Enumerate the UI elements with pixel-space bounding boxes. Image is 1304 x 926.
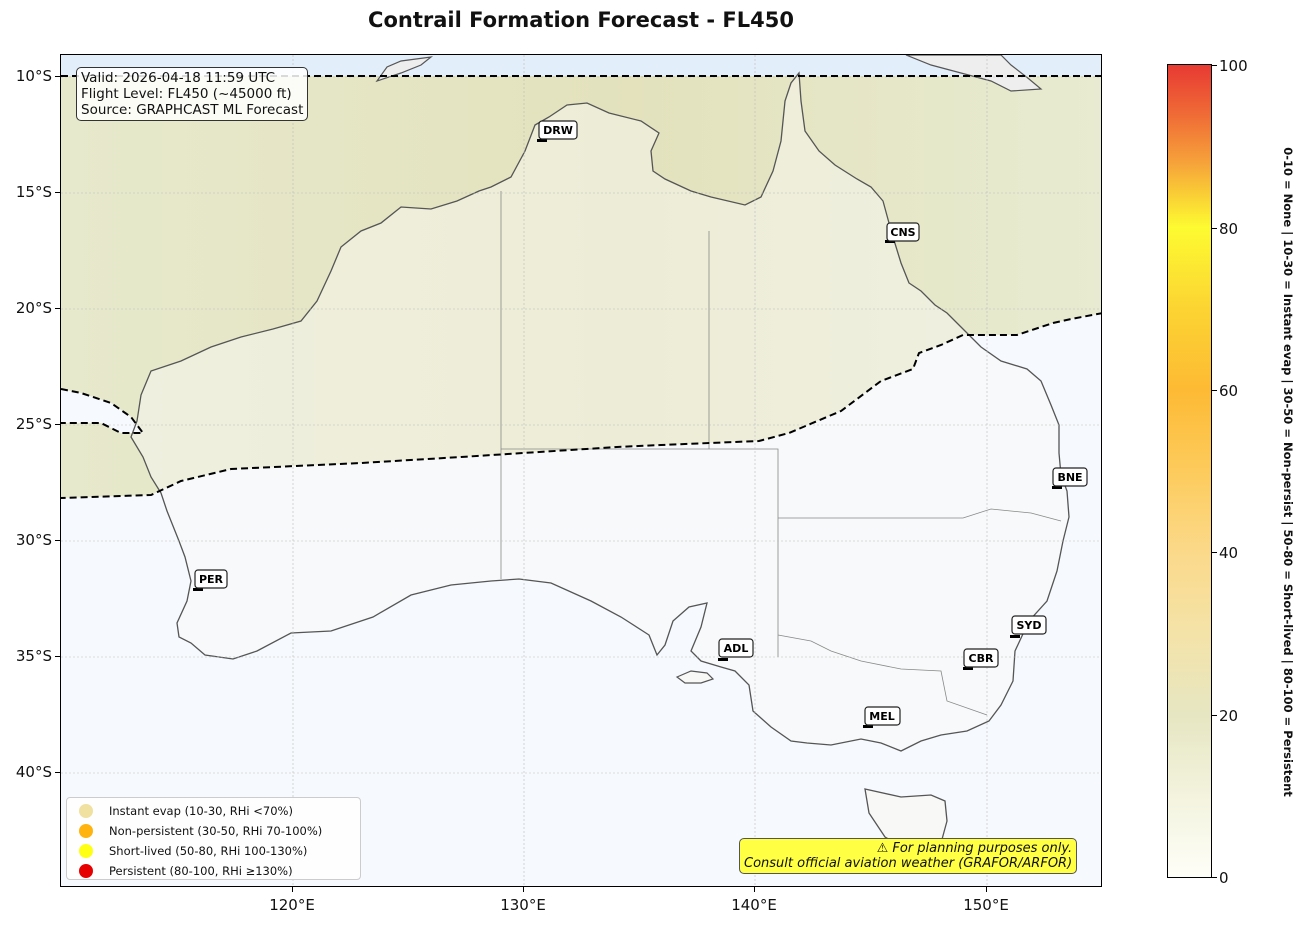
airport-mel[interactable]: MEL (863, 706, 901, 728)
svg-text:MEL: MEL (869, 710, 894, 723)
map-canvas: DRW CNS BNE PER ADL (61, 55, 1101, 886)
y-tick-label: 25°S (15, 415, 52, 433)
colorbar-tick (1212, 390, 1217, 391)
svg-text:SYD: SYD (1016, 619, 1041, 632)
y-tick-mark (55, 772, 60, 773)
colorbar-title-text: 0-10 = None | 10-30 = Instant evap | 30-… (1281, 146, 1295, 797)
y-tick-label: 40°S (15, 763, 52, 781)
y-tick-label: 15°S (15, 183, 52, 201)
chart-title: Contrail Formation Forecast - FL450 (368, 8, 794, 32)
svg-text:PER: PER (199, 573, 224, 586)
gridlines (61, 55, 1101, 886)
x-tick-label: 120°E (269, 896, 315, 914)
airport-adl[interactable]: ADL (718, 638, 754, 661)
x-tick-mark (292, 887, 293, 892)
y-tick-label: 35°S (15, 647, 52, 665)
y-tick-mark (55, 76, 60, 77)
state-borders (500, 191, 1062, 716)
contour-lines (61, 75, 1101, 499)
airport-bne[interactable]: BNE (1052, 467, 1088, 489)
airport-markers: DRW CNS BNE PER ADL (193, 120, 1088, 728)
data-source: Source: GRAPHCAST ML Forecast (81, 102, 304, 118)
y-tick-mark (55, 192, 60, 193)
colorbar-tick-label: 40 (1219, 544, 1239, 562)
airport-per[interactable]: PER (193, 569, 228, 591)
y-tick-label: 30°S (15, 531, 52, 549)
flight-level: Flight Level: FL450 (~45000 ft) (81, 86, 292, 102)
map-axes[interactable]: DRW CNS BNE PER ADL (60, 54, 1102, 887)
disclaimer-line-1: ⚠ For planning purposes only. (876, 841, 1073, 856)
valid-time: Valid: 2026-04-18 11:59 UTC (81, 70, 276, 86)
legend-dot-icon (79, 824, 93, 838)
legend-item-non-persistent: Non-persistent (30-50, RHi 70-100%) (79, 821, 360, 841)
colorbar-tick-label: 80 (1219, 220, 1239, 238)
colorbar (1167, 64, 1212, 878)
svg-text:CBR: CBR (969, 652, 994, 665)
colorbar-tick-label: 60 (1219, 382, 1239, 400)
info-box: Valid: 2026-04-18 11:59 UTC Flight Level… (76, 67, 309, 121)
legend-item-instant-evap: Instant evap (10-30, RHi <70%) (79, 801, 360, 821)
svg-text:ADL: ADL (724, 642, 749, 655)
new-guinea (905, 55, 1043, 92)
colorbar-tick (1212, 715, 1217, 716)
colorbar-tick (1212, 65, 1217, 66)
disclaimer-box: ⚠ For planning purposes only. Consult of… (739, 838, 1078, 874)
colorbar-tick-label: 0 (1219, 869, 1229, 887)
colorbar-tick-label: 20 (1219, 707, 1239, 725)
colorbar-tick (1212, 552, 1217, 553)
colorbar-tick-label: 100 (1219, 57, 1248, 75)
legend-dot-icon (79, 864, 93, 878)
y-tick-label: 20°S (15, 299, 52, 317)
colorbar-title: 0-10 = None | 10-30 = Instant evap | 30-… (1279, 74, 1297, 869)
x-tick-label: 140°E (731, 896, 777, 914)
y-tick-mark (55, 308, 60, 309)
airport-cns[interactable]: CNS (885, 222, 920, 243)
legend-item-short-lived: Short-lived (50-80, RHi 100-130%) (79, 841, 360, 861)
timor (375, 56, 434, 83)
y-tick-label: 10°S (15, 67, 52, 85)
y-tick-mark (55, 656, 60, 657)
legend-label: Persistent (80-100, RHi ≥130%) (109, 864, 293, 878)
svg-text:BNE: BNE (1057, 471, 1082, 484)
airport-cbr[interactable]: CBR (963, 648, 999, 670)
airport-drw[interactable]: DRW (537, 120, 578, 142)
kangaroo-island (675, 670, 715, 684)
colorbar-tick (1212, 877, 1217, 878)
legend: Instant evap (10-30, RHi <70%) Non-persi… (66, 797, 361, 880)
legend-item-persistent: Persistent (80-100, RHi ≥130%) (79, 861, 360, 881)
y-tick-mark (55, 540, 60, 541)
legend-dot-icon (79, 844, 93, 858)
y-tick-mark (55, 424, 60, 425)
legend-label: Instant evap (10-30, RHi <70%) (109, 804, 293, 818)
colorbar-tick (1212, 228, 1217, 229)
instant-evap-region (61, 76, 1101, 498)
x-tick-mark (986, 887, 987, 892)
disclaimer-line-2: Consult official aviation weather (GRAFO… (744, 856, 1073, 871)
x-tick-label: 130°E (500, 896, 546, 914)
airport-syd[interactable]: SYD (1010, 615, 1047, 638)
x-tick-mark (523, 887, 524, 892)
x-tick-label: 150°E (963, 896, 1009, 914)
legend-label: Non-persistent (30-50, RHi 70-100%) (109, 824, 323, 838)
northern-strip (61, 55, 1101, 76)
airport-label: DRW (543, 124, 573, 137)
svg-text:CNS: CNS (890, 226, 915, 239)
x-tick-mark (754, 887, 755, 892)
legend-dot-icon (79, 804, 93, 818)
legend-label: Short-lived (50-80, RHi 100-130%) (109, 844, 308, 858)
